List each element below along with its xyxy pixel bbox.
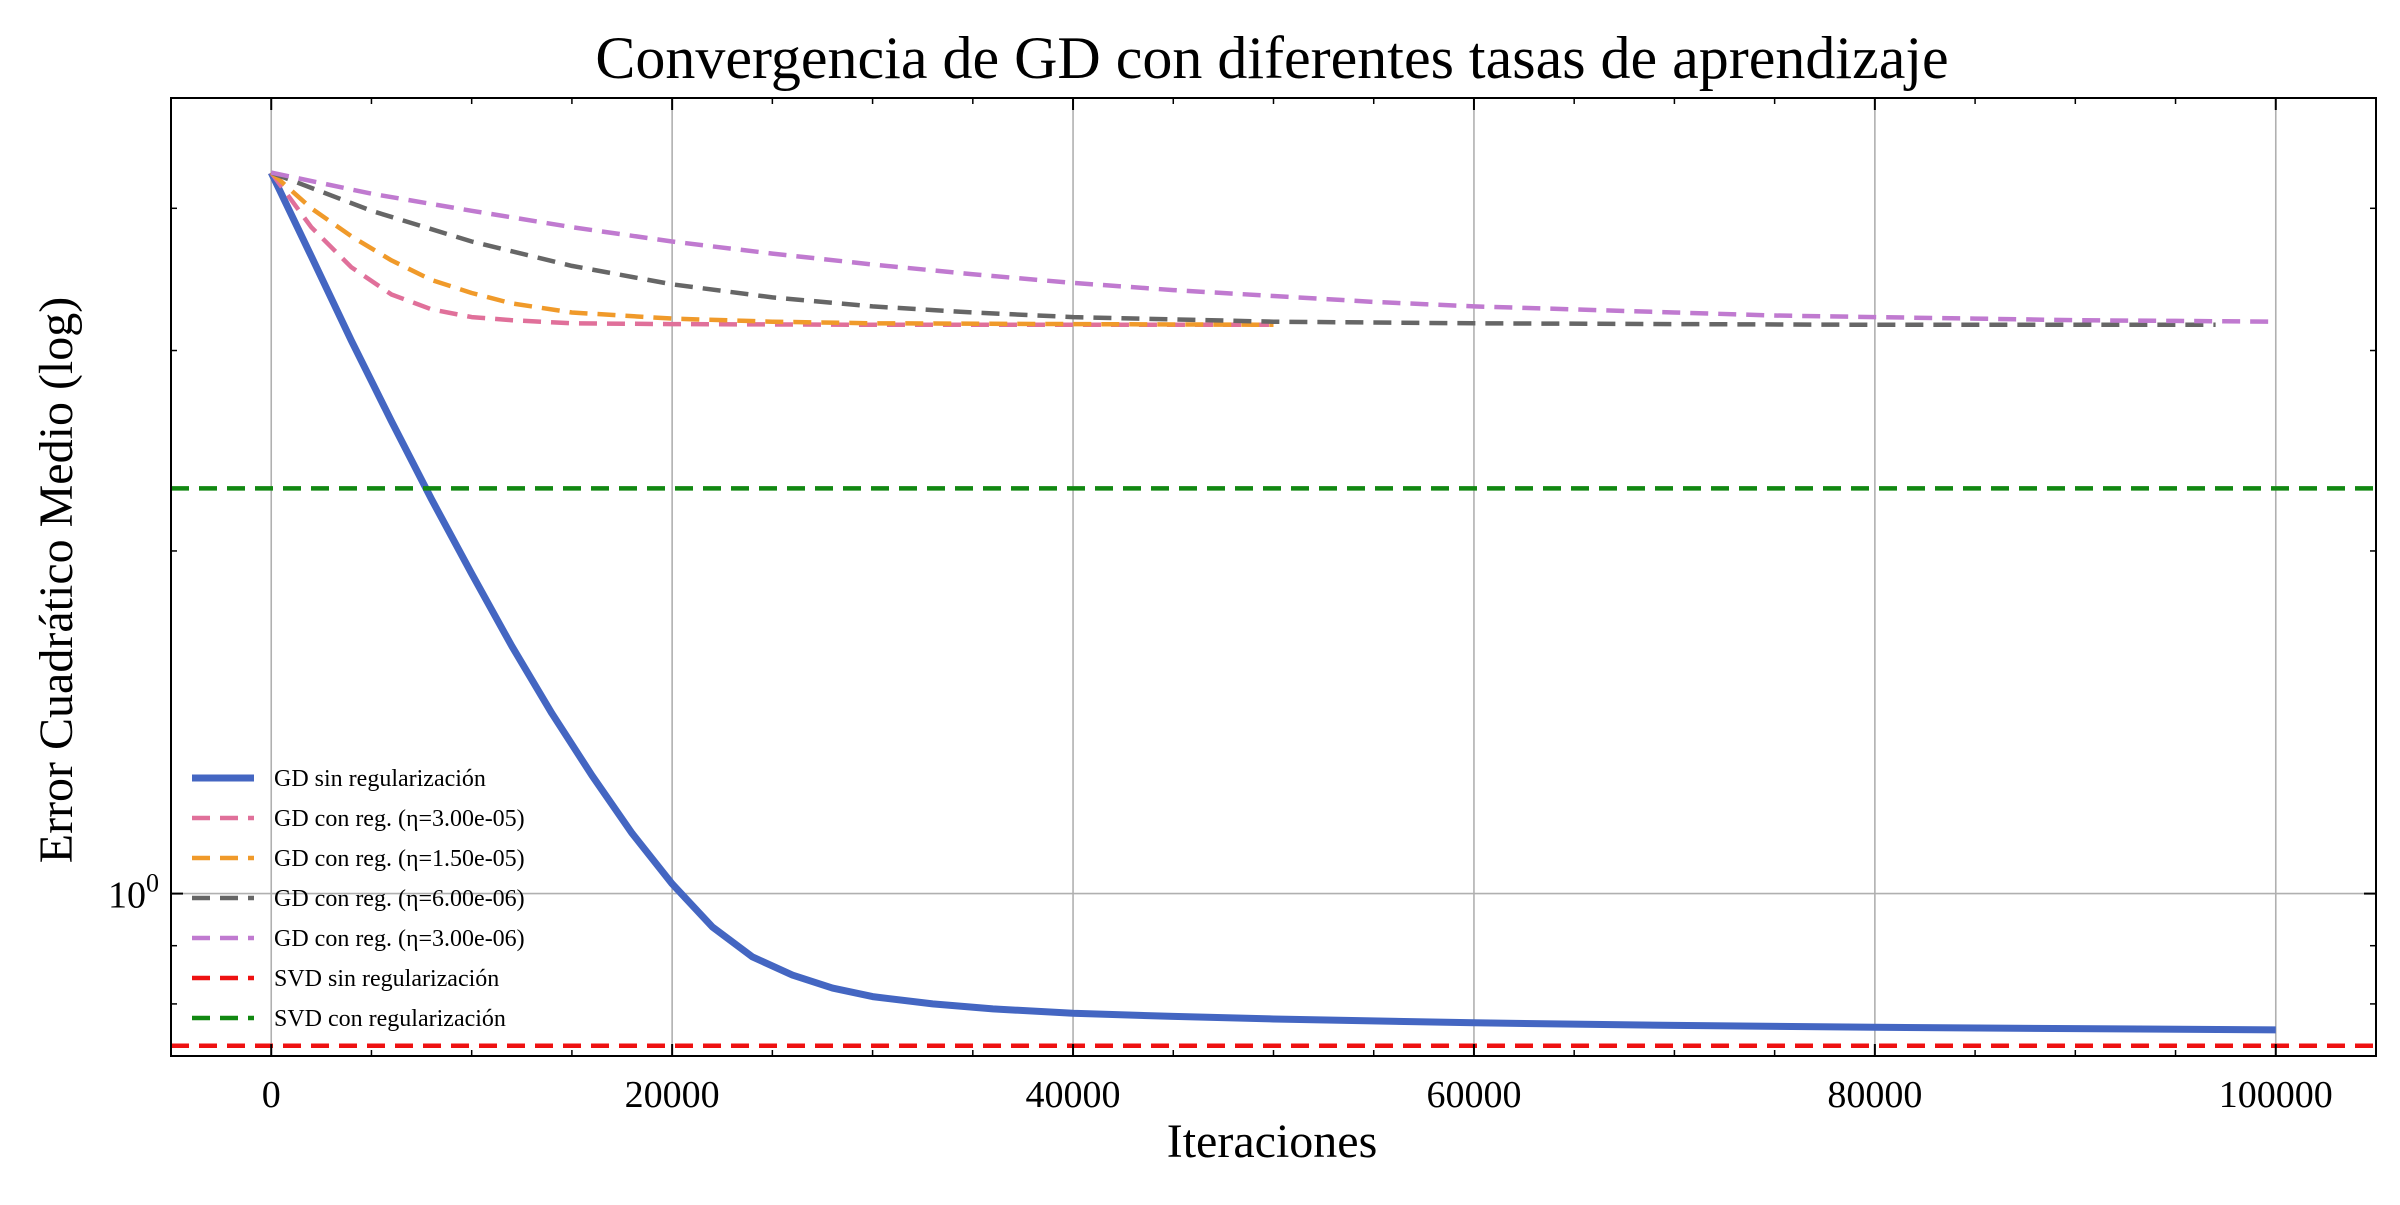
x-tick-label: 100000 bbox=[2219, 1074, 2333, 1116]
series-layer bbox=[171, 170, 2376, 1049]
series-2-line bbox=[269, 171, 1274, 328]
x-tick-label: 60000 bbox=[1426, 1074, 1521, 1116]
x-tick-label: 80000 bbox=[1827, 1074, 1922, 1116]
legend-label: SVD sin regularización bbox=[274, 966, 499, 992]
series-3-line bbox=[269, 170, 1274, 328]
legend-label: GD con reg. (η=1.50e-05) bbox=[274, 846, 525, 872]
series-1-line bbox=[268, 171, 2276, 1034]
grid-layer bbox=[171, 98, 2376, 1056]
y-axis-label: Error Cuadrático Medio (log) bbox=[30, 297, 83, 863]
x-axis-label: Iteraciones bbox=[1167, 1115, 1378, 1168]
tick-layer: 0 20000 40000 60000 80000 100000 100 bbox=[108, 98, 2377, 1116]
x-tick-label: 0 bbox=[262, 1074, 281, 1116]
legend: GD sin regularización GD con reg. (η=3.00… bbox=[192, 766, 525, 1032]
legend-label: SVD con regularización bbox=[274, 1006, 506, 1032]
legend-label: GD sin regularización bbox=[274, 766, 486, 792]
plot-frame bbox=[170, 97, 2377, 1057]
legend-label: GD con reg. (η=3.00e-05) bbox=[274, 806, 525, 832]
series-4-line bbox=[270, 170, 2216, 328]
y-tick-label: 100 bbox=[108, 869, 159, 917]
x-tick-label: 40000 bbox=[1026, 1074, 1121, 1116]
series-5-line bbox=[270, 170, 2276, 324]
legend-label: GD con reg. (η=3.00e-06) bbox=[274, 926, 525, 952]
chart-title: Convergencia de GD con diferentes tasas … bbox=[595, 25, 1948, 91]
x-tick-label: 20000 bbox=[625, 1074, 720, 1116]
legend-label: GD con reg. (η=6.00e-06) bbox=[274, 886, 525, 912]
